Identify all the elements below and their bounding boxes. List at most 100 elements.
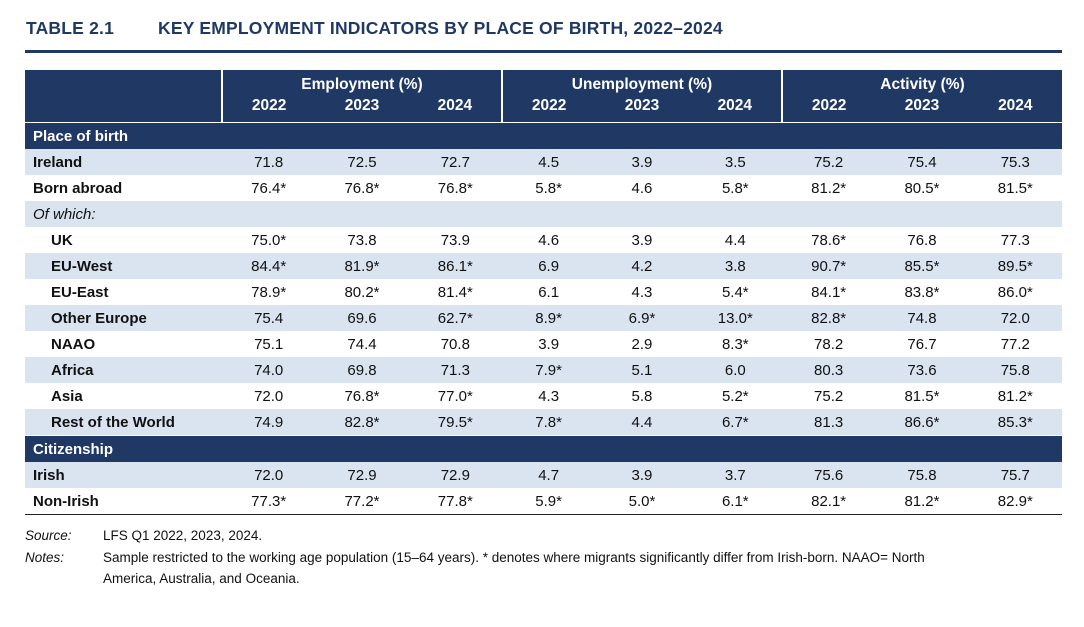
- cell-value: 71.3: [408, 357, 502, 383]
- cell-value: 77.2*: [315, 488, 409, 515]
- notes-note: Notes: Sample restricted to the working …: [25, 547, 1062, 590]
- year-header: 2022: [220, 96, 316, 123]
- cell-value: 82.8*: [781, 305, 876, 331]
- table-row: Rest of the World 74.9 82.8* 79.5* 7.8* 4.4 6.…: [25, 409, 1062, 436]
- cell-value: 4.3: [631, 283, 653, 301]
- cell-value: 80.5*: [904, 179, 940, 197]
- table-row: NAAO 75.1 74.4 70.8 3.9 2.9 8.3* 78.2 76.7 77.2: [25, 331, 1062, 357]
- cell-value: 4.6: [538, 231, 560, 249]
- cell-value: 2.9: [631, 335, 653, 353]
- cell-value: 76.4*: [251, 179, 287, 197]
- cell-value: 74.4: [347, 335, 377, 353]
- row-label: UK: [51, 231, 73, 249]
- cell-value: [968, 201, 1062, 227]
- year-header: 2023: [595, 96, 689, 123]
- table-title: KEY EMPLOYMENT INDICATORS BY PLACE OF BI…: [158, 18, 723, 38]
- cell-value: 5.4*: [721, 283, 749, 301]
- cell-value: 62.7*: [408, 305, 502, 331]
- table-number: TABLE 2.1: [26, 18, 115, 38]
- row-label: NAAO: [51, 335, 96, 353]
- group-header-employment: Employment (%): [221, 70, 502, 96]
- table-wrapper: Employment (%) Unemployment (%) Activity…: [25, 70, 1062, 515]
- cell-value: 76.7: [907, 335, 937, 353]
- row-label: Ireland: [25, 149, 222, 175]
- cell-value: 69.6: [315, 305, 409, 331]
- cell-value: 80.3: [781, 357, 876, 383]
- cell-value: 81.5*: [997, 179, 1033, 197]
- cell-value: 4.3: [538, 387, 560, 405]
- cell-value: 73.8: [347, 231, 377, 249]
- cell-value: 77.3: [1000, 231, 1030, 249]
- cell-value: 5.8*: [535, 179, 562, 197]
- row-label: EU-East: [51, 283, 109, 301]
- cell-value: 3.9: [538, 335, 560, 353]
- cell-value: 76.8*: [344, 179, 380, 197]
- cell-value: 4.2: [595, 253, 689, 279]
- cell-value: 81.2*: [875, 488, 969, 515]
- cell-value: 77.3*: [222, 488, 316, 515]
- table-row: UK 75.0* 73.8 73.9 4.6 3.9 4.4 78.6* 76.8 77.3: [25, 227, 1062, 253]
- cell-value: 4.6: [631, 179, 653, 197]
- cell-value: 86.1*: [408, 253, 502, 279]
- notes-text: Sample restricted to the working age pop…: [103, 549, 925, 587]
- section-title: Citizenship: [25, 435, 1062, 462]
- cell-value: 7.8*: [501, 409, 596, 436]
- table-row: Africa 74.0 69.8 71.3 7.9* 5.1 6.0 80.3 73.6 75.8: [25, 357, 1062, 383]
- row-label: EU-West: [25, 253, 222, 279]
- cell-value: 79.5*: [408, 409, 502, 436]
- cell-value: 81.2*: [997, 387, 1033, 405]
- section-title: Place of birth: [25, 122, 1062, 149]
- cell-value: 80.2*: [344, 283, 380, 301]
- cell-value: 82.9*: [968, 488, 1062, 515]
- cell-value: 81.9*: [315, 253, 409, 279]
- cell-value: 75.4: [875, 149, 969, 175]
- year-header: 2022: [780, 96, 876, 123]
- table-row: Other Europe 75.4 69.6 62.7* 8.9* 6.9* 13.0* 82…: [25, 305, 1062, 331]
- row-label: Irish: [25, 462, 222, 488]
- table-row: Ireland 71.8 72.5 72.7 4.5 3.9 3.5 75.2 75.4 75.3: [25, 149, 1062, 175]
- report-page: TABLE 2.1 KEY EMPLOYMENT INDICATORS BY P…: [25, 18, 1062, 590]
- cell-value: 73.9: [440, 231, 470, 249]
- cell-value: 77.8*: [408, 488, 502, 515]
- cell-value: [875, 201, 969, 227]
- source-text: LFS Q1 2022, 2023, 2024.: [103, 528, 263, 543]
- cell-value: 8.9*: [501, 305, 596, 331]
- cell-value: 6.7*: [688, 409, 782, 436]
- cell-value: 74.8: [875, 305, 969, 331]
- cell-value: 6.0: [688, 357, 782, 383]
- table-head: Employment (%) Unemployment (%) Activity…: [25, 70, 1062, 123]
- cell-value: 72.5: [315, 149, 409, 175]
- cell-value: 3.5: [688, 149, 782, 175]
- cell-value: 3.9: [595, 149, 689, 175]
- cell-value: 7.9*: [501, 357, 596, 383]
- year-header: 2024: [688, 96, 782, 123]
- cell-value: 3.9: [595, 462, 689, 488]
- employment-indicators-table: Employment (%) Unemployment (%) Activity…: [25, 70, 1062, 515]
- table-footnotes: Source: LFS Q1 2022, 2023, 2024. Notes: …: [25, 525, 1062, 590]
- cell-value: 72.0: [968, 305, 1062, 331]
- cell-value: 72.9: [315, 462, 409, 488]
- cell-value: 84.1*: [811, 283, 847, 301]
- cell-value: 8.3*: [721, 335, 749, 353]
- cell-value: 5.2*: [721, 387, 749, 405]
- cell-value: 5.0*: [595, 488, 689, 515]
- cell-value: 89.5*: [968, 253, 1062, 279]
- table-row: EU-West 84.4* 81.9* 86.1* 6.9 4.2 3.8 90.7* 85.5…: [25, 253, 1062, 279]
- cell-value: 69.8: [315, 357, 409, 383]
- cell-value: 77.0*: [437, 387, 473, 405]
- cell-value: [688, 201, 782, 227]
- cell-value: 74.0: [222, 357, 316, 383]
- cell-value: 4.4: [724, 231, 746, 249]
- cell-value: 3.9: [631, 231, 653, 249]
- cell-value: 77.2: [1000, 335, 1030, 353]
- cell-value: 75.8: [968, 357, 1062, 383]
- corner-cell: [25, 70, 222, 96]
- cell-value: 5.8*: [721, 179, 749, 197]
- cell-value: 75.0*: [251, 231, 287, 249]
- cell-value: 71.8: [222, 149, 316, 175]
- year-header-row: 2022 2023 2024 2022 2023 2024 2022 2023 …: [25, 96, 1062, 123]
- cell-value: 72.0: [254, 387, 284, 405]
- section-row: Place of birth: [25, 122, 1062, 149]
- cell-value: 5.1: [595, 357, 689, 383]
- cell-value: 3.8: [688, 253, 782, 279]
